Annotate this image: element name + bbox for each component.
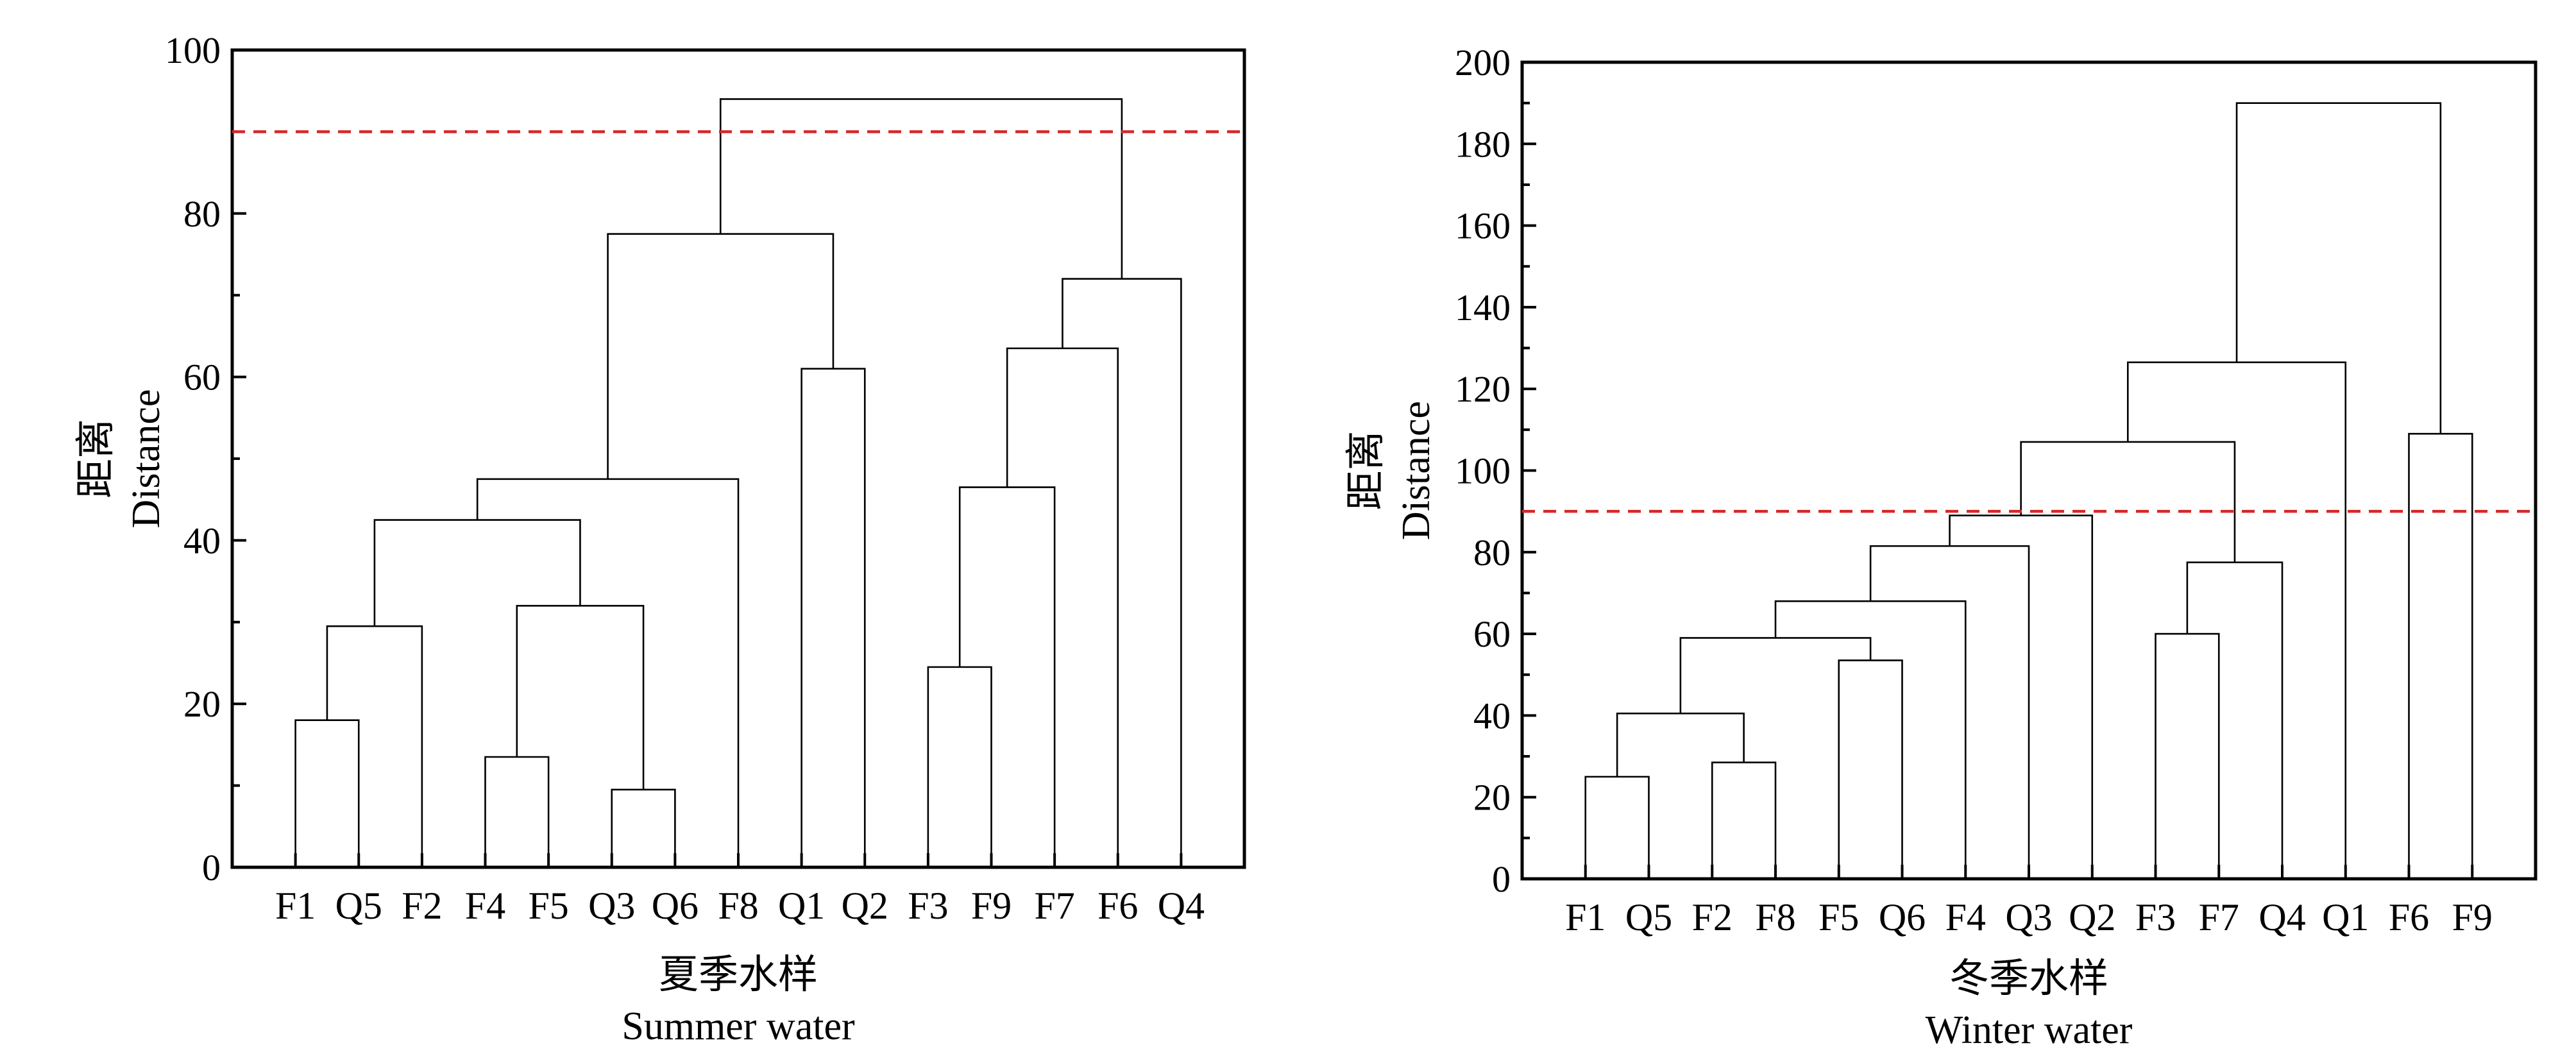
y-axis-title: 距离 Distance (74, 389, 168, 529)
dendrogram-link (611, 788, 676, 867)
y-axis-title: 距离 Distance (1344, 401, 1438, 540)
leaf-label-q6: Q6 (652, 885, 699, 927)
leaf-label-f4: F4 (465, 885, 505, 927)
dendrogram-panel-1: 0 20 40 60 80 100 距离 Distance F1 Q5 F2 F4 F5 Q3 Q6 F8 Q1… (74, 30, 1246, 1048)
y-axis-title-line: 距离 (1344, 430, 1388, 510)
y-tick-label: 40 (1473, 695, 1511, 736)
leaf-label-f1: F1 (1565, 896, 1606, 938)
x-axis-title-zh: 冬季水样 (1949, 957, 2108, 1001)
y-tick-label: 60 (1473, 613, 1511, 655)
y-tick-label: 180 (1455, 123, 1511, 165)
leaf-label-f8: F8 (718, 885, 758, 927)
y-tick-label: 80 (1473, 532, 1511, 573)
leaf-label-f6: F6 (2389, 896, 2429, 938)
dendrogram-link (719, 98, 1123, 279)
leaf-label-f1: F1 (275, 885, 316, 927)
leaf-label-f7: F7 (1034, 885, 1074, 927)
leaf-label-q5: Q5 (1625, 896, 1672, 938)
leaf-label-q2: Q2 (2069, 896, 2115, 938)
dendrogram-link (2020, 441, 2236, 563)
dendrogram-link (1616, 712, 1745, 777)
y-tick-label: 100 (1455, 450, 1511, 492)
dendrogram-link (1584, 776, 1650, 879)
y-tick-label: 80 (183, 193, 221, 235)
leaf-label-f8: F8 (1755, 896, 1795, 938)
dendrogram-link (801, 368, 866, 867)
y-tick-label: 60 (183, 357, 221, 398)
leaf-label-q2: Q2 (842, 885, 888, 927)
y-tick-label: 200 (1455, 42, 1511, 83)
y-tick-label: 20 (183, 683, 221, 725)
leaf-label-q1: Q1 (778, 885, 825, 927)
dendrogram-link (1949, 514, 2094, 879)
dendrogram-link (2127, 361, 2347, 879)
x-axis-title-en: Summer water (622, 1005, 855, 1048)
y-tick-label: 20 (1473, 777, 1511, 819)
dendrogram-link (516, 605, 645, 790)
leaf-label-f4: F4 (1945, 896, 1986, 938)
leaf-label-q4: Q4 (2258, 896, 2305, 938)
leaf-label-f6: F6 (1097, 885, 1138, 927)
dendrogram-link (484, 756, 550, 867)
y-tick-label: 0 (1492, 858, 1511, 900)
dendrogram-link (607, 233, 835, 479)
dendrogram-link (1711, 761, 1777, 879)
y-axis-title-line: Distance (124, 389, 168, 529)
y-tick-label: 160 (1455, 205, 1511, 247)
dendrogram-link (927, 666, 992, 867)
dendrogram-link (958, 486, 1056, 867)
dendrogram-link (1062, 278, 1182, 867)
leaf-label-q4: Q4 (1158, 885, 1205, 927)
leaf-label-q1: Q1 (2322, 896, 2369, 938)
y-axis-title-line: Distance (1394, 401, 1438, 540)
leaf-label-f5: F5 (528, 885, 568, 927)
y-axis-title-line: 距离 (74, 419, 118, 498)
leaf-label-f3: F3 (2135, 896, 2176, 938)
dendrogram-link (326, 625, 423, 867)
dendrogram-link (1006, 347, 1119, 867)
dendrogram-link (2408, 432, 2473, 879)
y-tick-label: 120 (1455, 368, 1511, 410)
dendrogram-link (2235, 102, 2442, 434)
dendrogram-link (1838, 659, 1903, 879)
y-tick-label: 140 (1455, 287, 1511, 328)
dendrogram-panel-2: 0 20 40 60 80 100 120 140 160 180 200 距离 Distance F1 Q… (1344, 42, 2538, 1052)
dendrogram-link (373, 519, 581, 627)
leaf-label-f9: F9 (2452, 896, 2493, 938)
leaf-label-q6: Q6 (1879, 896, 1926, 938)
leaf-label-f2: F2 (1692, 896, 1733, 938)
leaf-label-q3: Q3 (588, 885, 635, 927)
y-tick-label: 100 (165, 30, 221, 71)
leaf-label-q5: Q5 (335, 885, 382, 927)
leaf-label-f9: F9 (971, 885, 1012, 927)
y-tick-label: 40 (183, 520, 221, 561)
dendrogram-link (1869, 545, 2030, 879)
y-tick-label: 0 (202, 847, 221, 888)
dendrogram-link (1679, 637, 1872, 714)
dendrogram-link (2155, 632, 2220, 879)
leaf-label-f5: F5 (1818, 896, 1859, 938)
dendrogram-link (2186, 561, 2284, 879)
leaf-label-q3: Q3 (2005, 896, 2052, 938)
x-axis-title-zh: 夏季水样 (659, 953, 818, 997)
dendrogram-link (294, 719, 360, 867)
leaf-label-f3: F3 (908, 885, 948, 927)
leaf-label-f2: F2 (402, 885, 442, 927)
leaf-label-f7: F7 (2199, 896, 2239, 938)
x-axis-title-en: Winter water (1926, 1008, 2133, 1052)
